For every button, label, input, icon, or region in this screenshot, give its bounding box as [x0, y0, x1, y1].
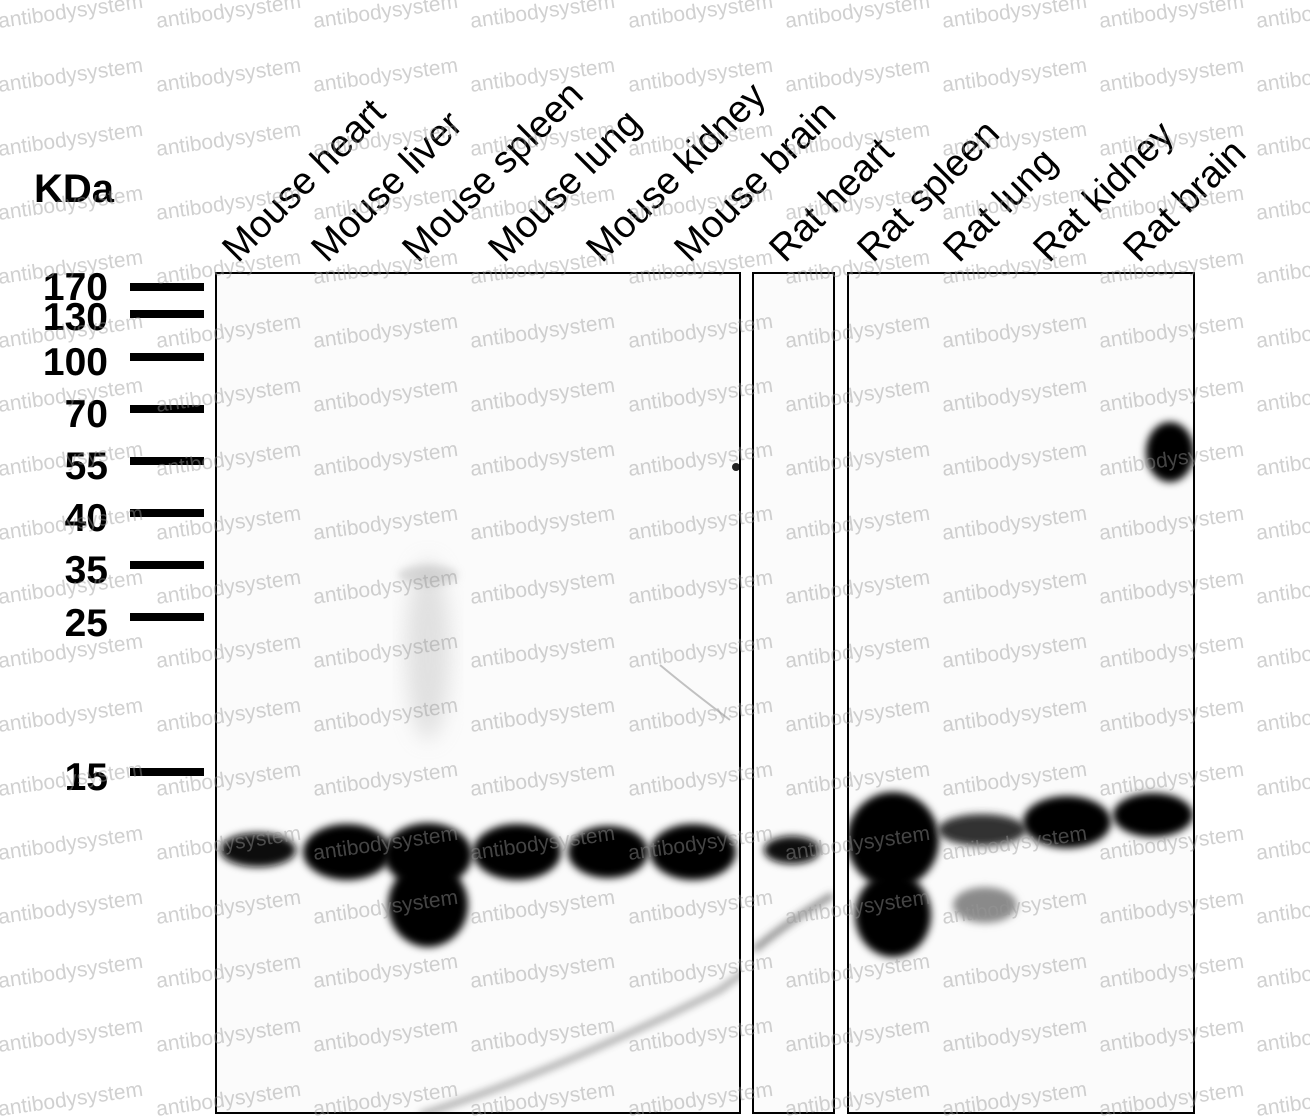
band-mouse-lung [473, 824, 561, 880]
marker-line-130 [130, 310, 204, 318]
marker-line-70 [130, 405, 204, 413]
band-mouse-spleen-lower [388, 863, 468, 947]
marker-label-70: 70 [64, 393, 108, 436]
membrane-streak [422, 973, 739, 1112]
band-mouse-heart [220, 833, 296, 867]
band-mouse-brain [650, 824, 736, 880]
marker-label-15: 15 [64, 756, 108, 799]
blot-panel-rat-heart [752, 272, 835, 1114]
band-rat-brain [1113, 793, 1193, 837]
band-rat-kidney [1023, 796, 1111, 848]
band-rat-heart [764, 836, 820, 864]
band-mouse-liver [303, 824, 391, 880]
unit-label: KDa [34, 167, 115, 211]
marker-line-170 [130, 283, 204, 291]
marker-label-25: 25 [64, 602, 108, 645]
marker-line-25 [130, 613, 204, 621]
marker-label-130: 130 [42, 296, 108, 339]
blot-panel-rat [847, 272, 1195, 1114]
marker-label-35: 35 [64, 549, 108, 592]
marker-line-100 [130, 353, 204, 361]
band-rat-brain-55kda [1146, 422, 1193, 482]
marker-label-55: 55 [64, 445, 108, 488]
faint-smear [406, 560, 450, 740]
membrane-streak [754, 892, 833, 953]
band-rat-spleen [849, 792, 939, 888]
band-rat-lung [938, 814, 1026, 846]
marker-line-55 [130, 457, 204, 465]
band-mouse-kidney [568, 826, 648, 878]
faint-smear [398, 565, 458, 585]
marker-label-170: 170 [42, 266, 108, 309]
marker-line-15 [130, 768, 204, 776]
marker-line-40 [130, 509, 204, 517]
blot-panel-mouse [215, 272, 741, 1114]
band-rat-spleen-lower [855, 873, 931, 957]
band-rat-lung-lower [953, 887, 1017, 923]
membrane-streak [659, 664, 731, 721]
marker-label-40: 40 [64, 497, 108, 540]
marker-line-35 [130, 561, 204, 569]
marker-label-100: 100 [42, 341, 108, 384]
dust-spot [732, 463, 739, 471]
